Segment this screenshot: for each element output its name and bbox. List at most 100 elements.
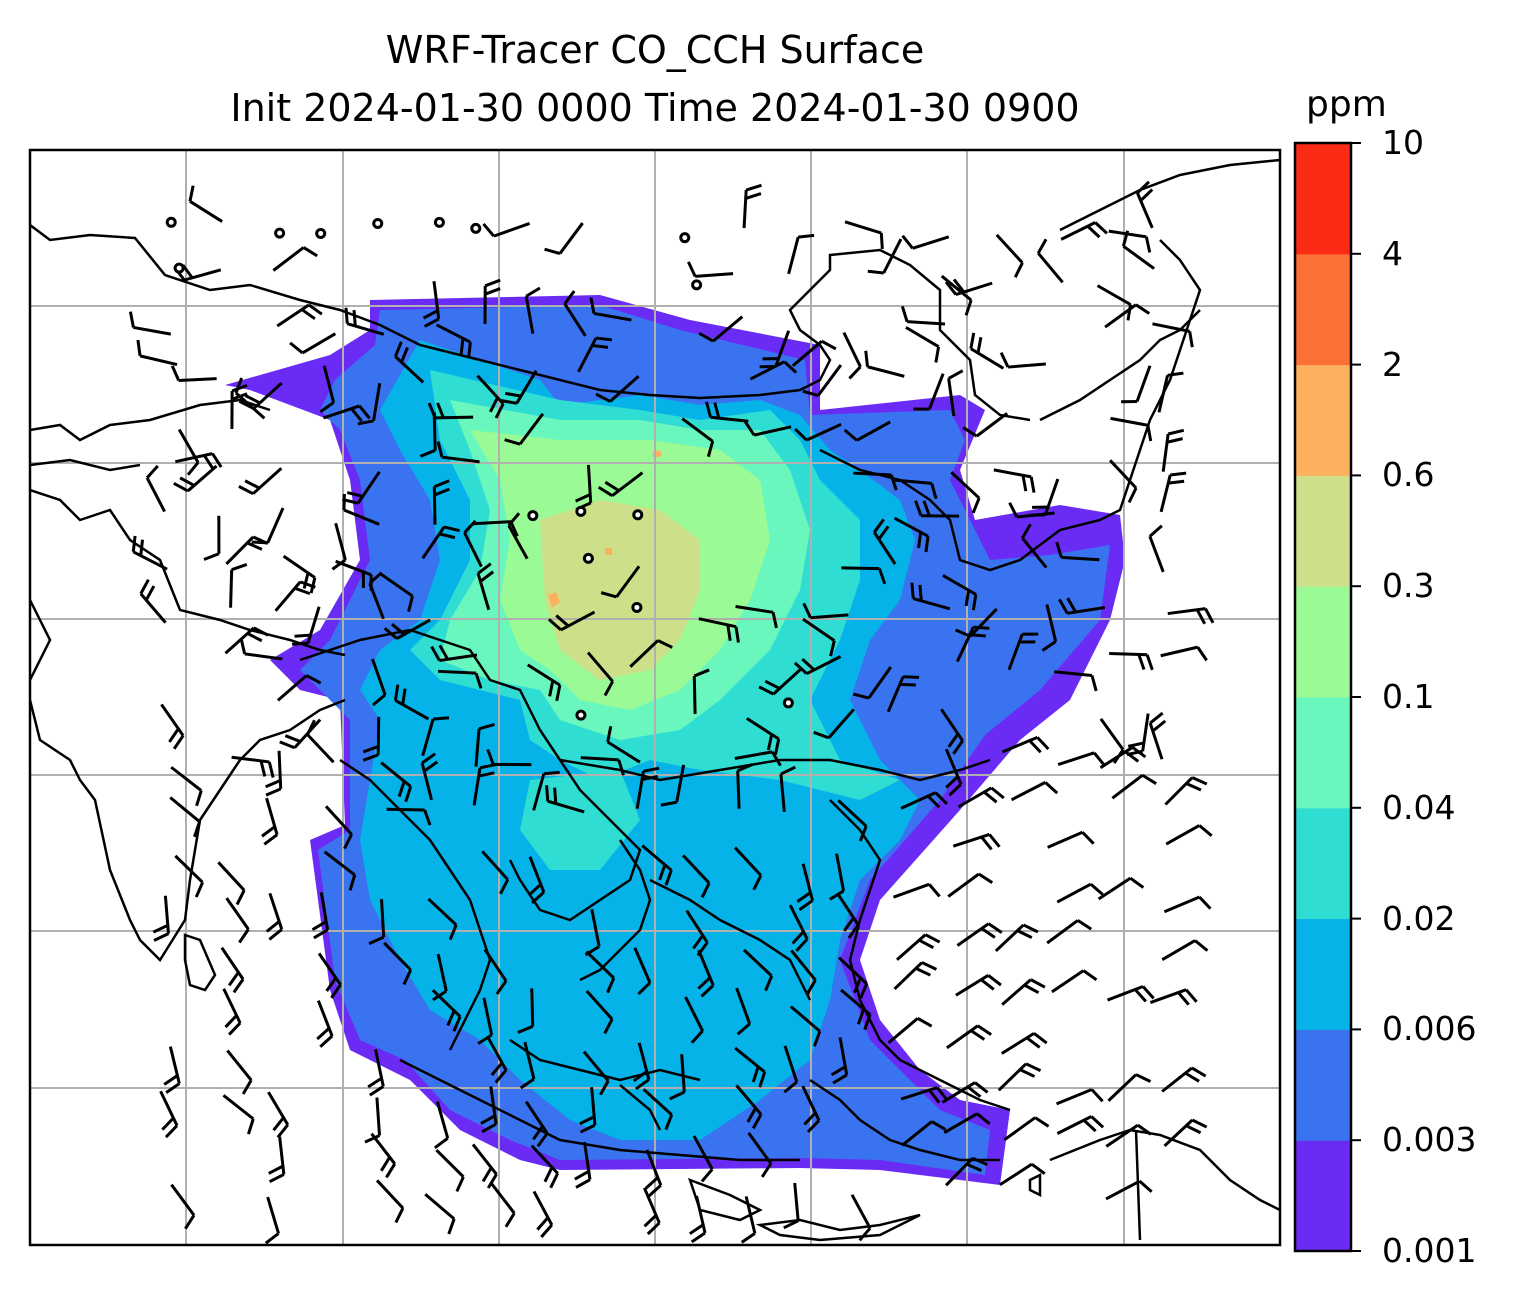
wind-barb [432,479,450,525]
wind-barb [793,655,842,676]
wind-barb [957,786,1005,809]
wind-barb [787,233,815,275]
wind-barb [1008,502,1055,519]
wind-barb [893,516,930,553]
wind-barb [1105,1179,1153,1201]
wind-barb [1106,985,1155,1003]
wind-barb [170,365,217,383]
wind-barb [489,1182,516,1228]
wind-barb [322,404,371,422]
wind-barb [1161,428,1185,472]
wind-barb [316,1000,334,1048]
wind-barb [1010,781,1059,802]
wind-barb [705,401,749,423]
wind-barb [850,1194,872,1242]
wind-barb [682,854,711,899]
wind-barb [1165,824,1213,846]
wind-barb [422,281,441,328]
wind-barb [1121,365,1152,404]
wind-barb [582,1050,610,1096]
wind-barb [139,578,167,624]
wind-barb [813,708,855,740]
colorbar-band [1295,253,1351,366]
wind-barb [735,605,778,629]
wind-barb [188,185,223,223]
calm-wind-marker [631,601,643,613]
wind-barb [995,233,1024,278]
wind-barb [681,417,715,458]
wind-barb [791,339,837,367]
wind-barb [632,1042,651,1091]
wind-barb [380,761,413,803]
wind-barb [1167,607,1215,625]
wind-barb [944,1156,988,1187]
wind-barb [837,799,868,842]
wind-barb [796,863,814,911]
wind-barb [837,956,869,999]
wind-barb [940,708,964,755]
wind-barb [944,748,963,797]
wind-barb [344,307,385,336]
wind-barb [629,639,673,668]
wind-barbs [128,180,1215,1245]
wind-barb [1055,1088,1104,1106]
wind-barb [1110,416,1153,442]
plot-frame [28,148,1282,1247]
wind-barb [802,364,843,397]
wind-barb [364,1097,382,1144]
wind-barb [1051,969,1098,994]
wind-barb [163,1046,181,1094]
wind-barb [435,323,472,359]
wind-barb [1163,1118,1208,1148]
colorbar-band [1295,586,1351,698]
wind-barb [962,412,1009,438]
wind-barb [532,1190,554,1238]
wind-barb [1057,751,1106,767]
wind-barb [633,947,652,995]
wind-barb [170,766,203,807]
wind-barb [585,989,614,1035]
wind-barb [802,602,849,620]
wind-barb [1060,221,1108,241]
wind-barb [1036,238,1064,284]
calm-wind-marker [679,232,691,244]
calm-wind-circles [165,216,794,721]
wind-barb [1104,303,1151,329]
wind-barb [1161,1066,1207,1093]
wind-barb [946,1024,992,1050]
wind-barb [574,1141,592,1189]
calm-wind-marker [470,222,482,234]
wind-barb [999,351,1046,369]
coastlines [30,158,1280,1242]
wind-barb [873,518,897,565]
wind-barb [504,412,545,446]
wind-barb [435,1148,465,1193]
wind-barb [272,246,318,272]
wind-barb [836,892,860,939]
wind-barb [427,897,458,941]
wind-barb [994,923,1039,953]
wind-barb [136,339,178,367]
wind-barb [424,1193,456,1235]
wind-barb [801,1085,821,1134]
wind-barb [547,610,596,632]
wind-barb [527,856,546,904]
wind-barb [900,305,946,326]
wind-barb [579,1087,597,1134]
wind-barb [864,350,905,378]
wind-barb [225,897,250,944]
wind-barb [472,763,496,806]
wind-barb [840,988,872,1031]
wind-barb [430,644,478,663]
wind-barb [483,948,508,995]
wind-barb [203,515,221,561]
calm-wind-marker [632,509,644,521]
calm-wind-marker [691,279,703,291]
calm-wind-marker [274,227,286,239]
colorbar-tick-label: 0.04 [1382,787,1456,827]
wind-barb [238,467,283,496]
wind-barb [225,535,269,565]
wind-barb [1107,1073,1152,1102]
wind-barb [383,618,431,640]
wind-barb [1055,541,1100,562]
